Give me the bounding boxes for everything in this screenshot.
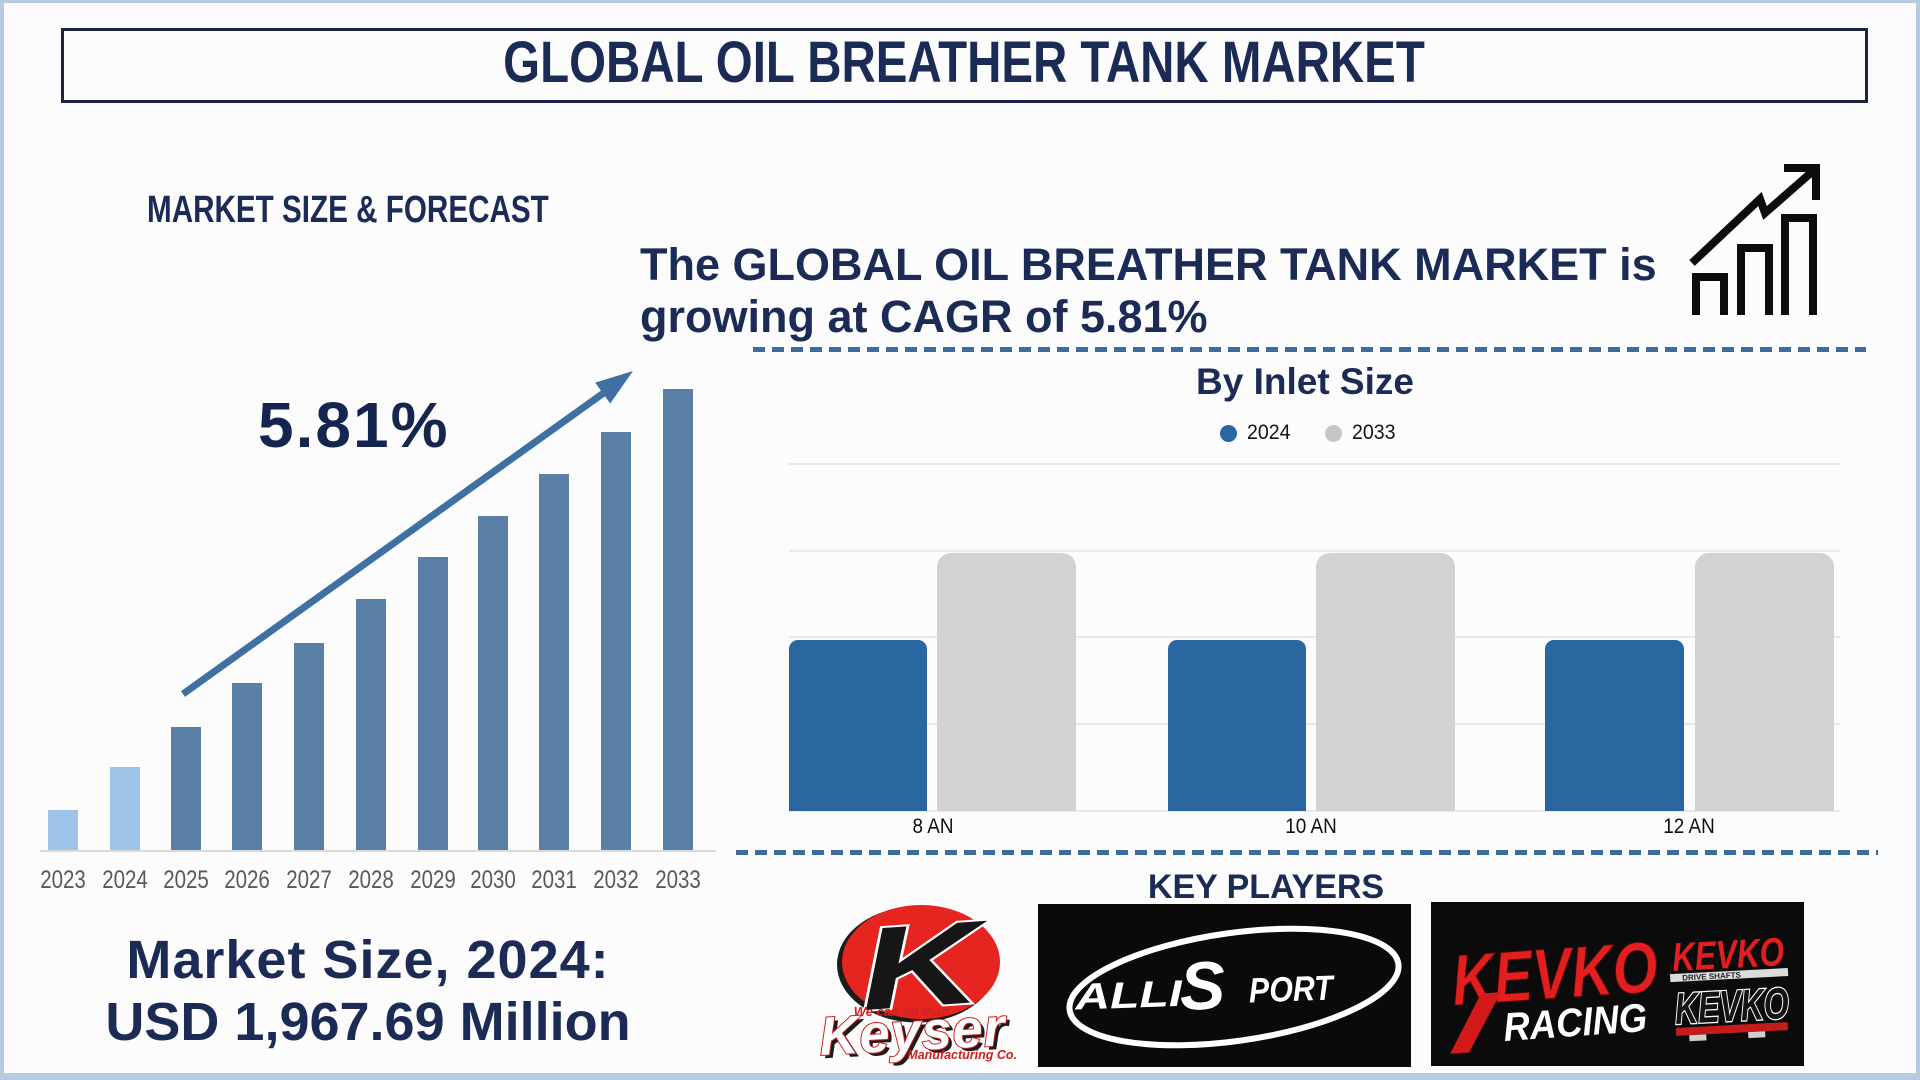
svg-text:K: K (856, 896, 995, 1035)
svg-text:Keyser: Keyser (822, 1000, 1013, 1070)
svg-text:We can do that!: We can do that! (854, 1004, 951, 1019)
svg-text:PORT: PORT (1248, 968, 1336, 1010)
svg-text:DRIVE SHAFTS: DRIVE SHAFTS (1682, 970, 1742, 982)
svg-text:ALLI: ALLI (1073, 973, 1184, 1018)
svg-text:S: S (1178, 947, 1226, 1025)
svg-text:Keyser: Keyser (818, 997, 1009, 1067)
svg-text:Manufacturing Co.: Manufacturing Co. (907, 1048, 1017, 1062)
svg-text:RACING: RACING (1502, 996, 1649, 1050)
